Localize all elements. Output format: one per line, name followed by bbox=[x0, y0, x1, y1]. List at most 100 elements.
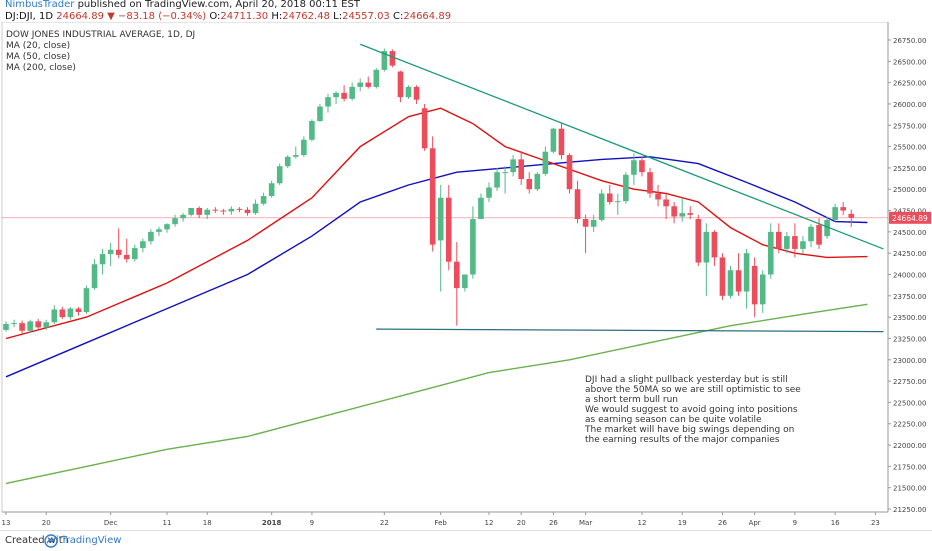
candle-body[interactable] bbox=[542, 151, 549, 174]
candle-body[interactable] bbox=[236, 208, 243, 210]
candle-body[interactable] bbox=[341, 92, 347, 99]
candle-body[interactable] bbox=[309, 121, 315, 140]
candle-body[interactable] bbox=[43, 322, 50, 328]
candle-body[interactable] bbox=[816, 225, 822, 245]
candle-body[interactable] bbox=[228, 208, 235, 212]
candle-body[interactable] bbox=[623, 174, 629, 202]
candle-body[interactable] bbox=[558, 128, 565, 156]
candle-body[interactable] bbox=[397, 71, 404, 98]
candle-body[interactable] bbox=[598, 193, 605, 220]
candlestick-chart[interactable]: 26750.00 26500.00 26250.00 26000.00 25750.00… bbox=[0, 22, 932, 530]
candle-body[interactable] bbox=[27, 321, 33, 331]
candle-body[interactable] bbox=[405, 86, 412, 98]
candle-body[interactable] bbox=[260, 196, 267, 204]
candle-body[interactable] bbox=[67, 308, 74, 318]
candle-body[interactable] bbox=[293, 155, 299, 157]
candle-body[interactable] bbox=[574, 189, 581, 220]
candle-body[interactable] bbox=[252, 203, 259, 214]
candle-body[interactable] bbox=[99, 254, 106, 265]
candle-body[interactable] bbox=[800, 241, 806, 249]
candle-body[interactable] bbox=[494, 172, 500, 188]
candle-body[interactable] bbox=[655, 193, 661, 200]
candle-body[interactable] bbox=[35, 321, 41, 328]
candle-body[interactable] bbox=[735, 270, 742, 292]
candle-body[interactable] bbox=[164, 224, 170, 230]
candle-body[interactable] bbox=[333, 92, 339, 98]
ma200-line[interactable] bbox=[5, 303, 868, 485]
candle-body[interactable] bbox=[301, 139, 307, 156]
candle-body[interactable] bbox=[647, 172, 653, 194]
candle-body[interactable] bbox=[196, 207, 202, 215]
candle-body[interactable] bbox=[470, 219, 476, 275]
candle-body[interactable] bbox=[429, 148, 436, 245]
resistance-trendline[interactable] bbox=[359, 43, 884, 250]
plot-area[interactable] bbox=[1, 22, 889, 513]
support-line[interactable] bbox=[376, 328, 884, 333]
candle-body[interactable] bbox=[663, 199, 669, 207]
candle-body[interactable] bbox=[148, 231, 154, 242]
candle-body[interactable] bbox=[244, 209, 251, 214]
candle-body[interactable] bbox=[115, 249, 122, 255]
ma20-line[interactable] bbox=[5, 107, 868, 340]
candle-body[interactable] bbox=[727, 270, 734, 296]
candle-body[interactable] bbox=[156, 229, 162, 232]
candle-body[interactable] bbox=[526, 178, 533, 190]
candle-body[interactable] bbox=[268, 183, 275, 197]
candle-body[interactable] bbox=[172, 218, 178, 225]
candle-body[interactable] bbox=[582, 219, 589, 227]
candle-body[interactable] bbox=[703, 231, 710, 263]
candle-body[interactable] bbox=[132, 248, 138, 260]
candle-body[interactable] bbox=[478, 197, 484, 220]
candle-body[interactable] bbox=[615, 201, 621, 203]
candle-body[interactable] bbox=[767, 231, 774, 275]
candle-body[interactable] bbox=[284, 156, 291, 167]
candle-body[interactable] bbox=[51, 309, 58, 323]
candle-body[interactable] bbox=[421, 108, 428, 149]
candle-body[interactable] bbox=[719, 257, 726, 296]
candle-body[interactable] bbox=[123, 254, 130, 260]
candle-body[interactable] bbox=[590, 219, 597, 227]
candle-body[interactable] bbox=[510, 159, 516, 173]
candle-body[interactable] bbox=[11, 323, 17, 325]
candle-body[interactable] bbox=[824, 219, 830, 237]
candle-body[interactable] bbox=[784, 236, 790, 249]
candle-body[interactable] bbox=[606, 193, 613, 203]
candle-body[interactable] bbox=[687, 213, 694, 215]
candle-body[interactable] bbox=[373, 69, 380, 87]
candle-body[interactable] bbox=[550, 128, 557, 152]
legend-ma200[interactable]: MA (200, close) bbox=[6, 63, 76, 73]
candle-body[interactable] bbox=[840, 207, 846, 211]
candle-body[interactable] bbox=[445, 197, 452, 262]
candle-body[interactable] bbox=[792, 236, 798, 249]
candle-body[interactable] bbox=[671, 206, 677, 217]
candle-body[interactable] bbox=[413, 86, 420, 100]
candle-body[interactable] bbox=[631, 160, 637, 175]
candle-body[interactable] bbox=[776, 231, 782, 249]
candle-body[interactable] bbox=[743, 253, 750, 292]
candle-body[interactable] bbox=[751, 265, 758, 305]
candle-body[interactable] bbox=[91, 264, 98, 289]
candle-body[interactable] bbox=[832, 207, 838, 220]
candle-body[interactable] bbox=[462, 274, 468, 289]
candle-body[interactable] bbox=[83, 288, 90, 313]
candle-body[interactable] bbox=[188, 207, 194, 215]
candle-body[interactable] bbox=[534, 173, 541, 190]
candle-body[interactable] bbox=[325, 97, 331, 107]
candle-body[interactable] bbox=[349, 86, 355, 99]
candle-body[interactable] bbox=[107, 249, 114, 255]
candle-body[interactable] bbox=[502, 172, 508, 174]
legend-ma50[interactable]: MA (50, close) bbox=[6, 52, 71, 62]
candle-body[interactable] bbox=[808, 226, 814, 242]
candle-body[interactable] bbox=[454, 261, 460, 289]
candle-body[interactable] bbox=[437, 197, 444, 241]
candle-body[interactable] bbox=[518, 159, 524, 179]
candle-body[interactable] bbox=[59, 309, 66, 318]
candle-body[interactable] bbox=[759, 274, 766, 305]
candle-body[interactable] bbox=[212, 209, 219, 211]
candle-body[interactable] bbox=[317, 106, 323, 122]
candle-body[interactable] bbox=[711, 231, 718, 258]
candle-body[interactable] bbox=[365, 82, 372, 87]
candle-body[interactable] bbox=[220, 210, 227, 212]
candle-body[interactable] bbox=[679, 213, 685, 217]
candle-body[interactable] bbox=[566, 155, 573, 190]
